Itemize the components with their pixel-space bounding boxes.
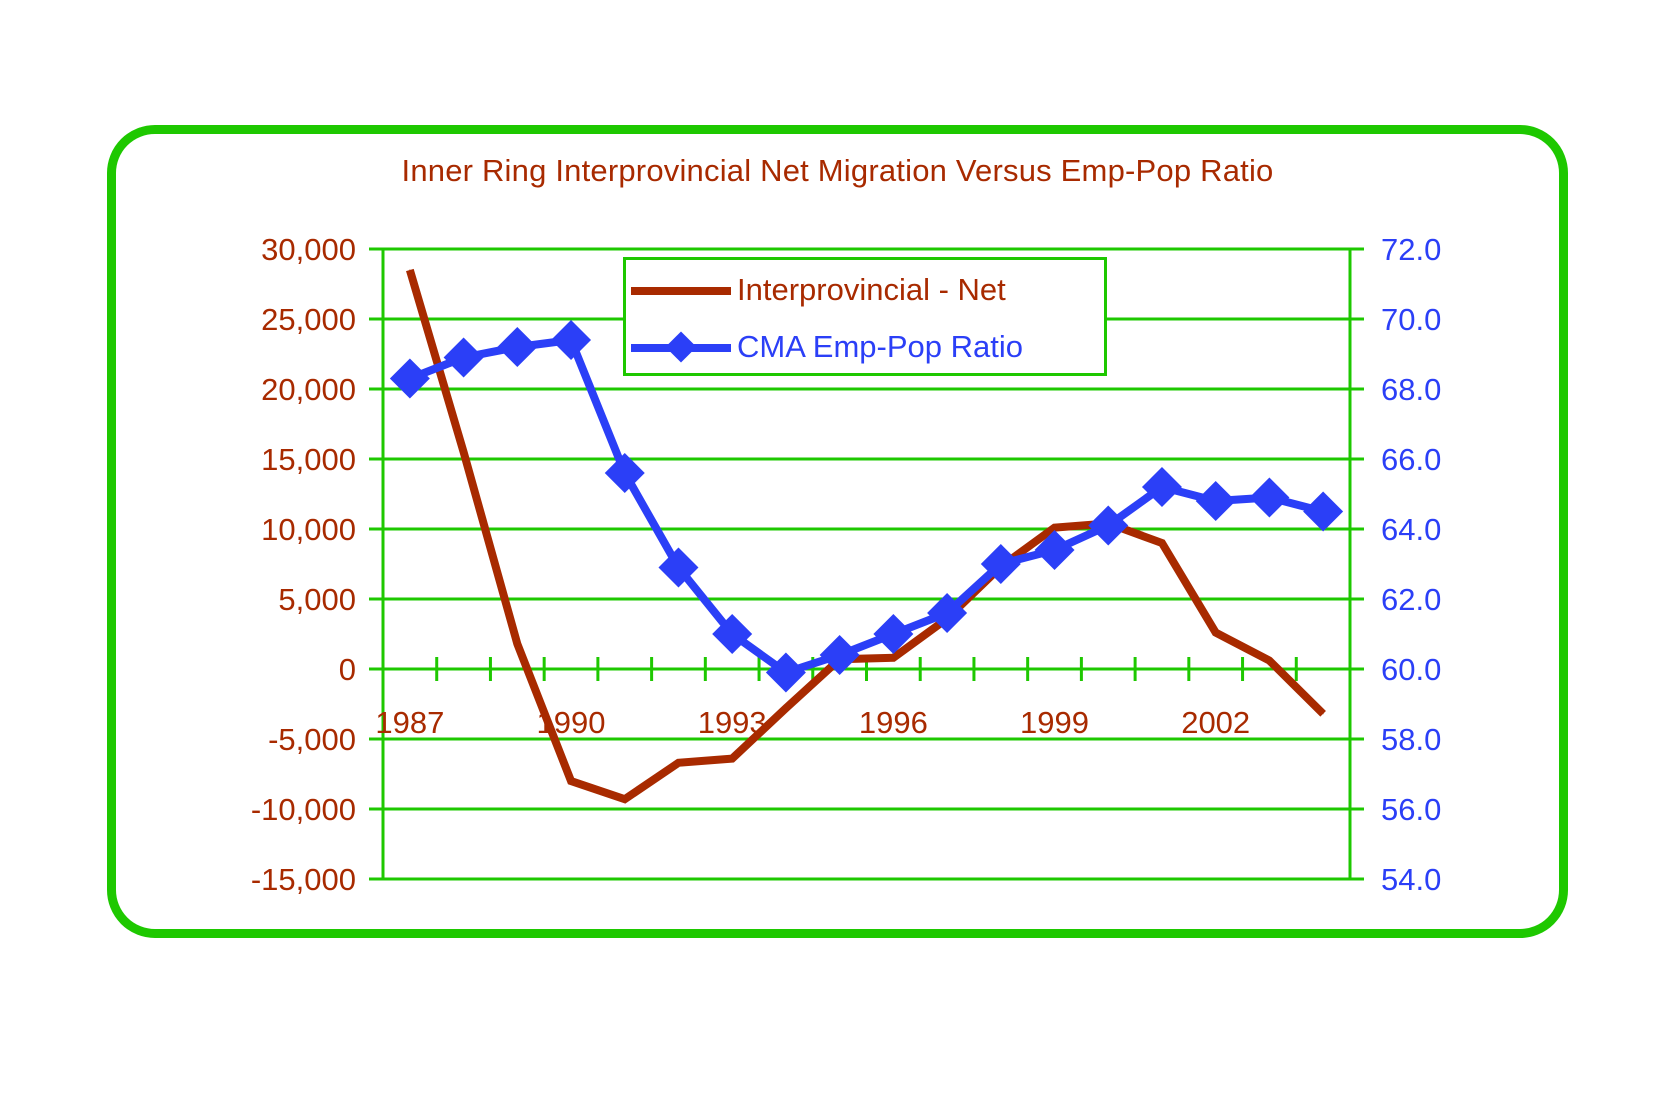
legend-label: Interprovincial - Net (737, 272, 1006, 307)
right-axis-tick-label: 62.0 (1381, 582, 1441, 617)
left-axis-tick-label: 0 (339, 652, 356, 687)
right-axis-tick-label: 66.0 (1381, 442, 1441, 477)
chart-frame (107, 125, 1568, 938)
data-point-interprovincial-net (1322, 713, 1324, 715)
data-point-diamond-marker (1034, 530, 1075, 570)
series-cma-emp-pop-ratio (389, 320, 1344, 693)
right-axis-tick-label: 54.0 (1381, 862, 1441, 897)
data-point-interprovincial-net (1215, 632, 1217, 634)
data-point-interprovincial-net (463, 451, 465, 453)
right-axis-tick-label: 56.0 (1381, 792, 1441, 827)
right-axis-labels: 72.0 70.0 68.0 66.0 64.0 62.0 60.0 58.0 56.0 54.0 (1381, 232, 1441, 897)
left-axis-tick-label: -5,000 (268, 722, 356, 757)
left-axis-tick-label: -15,000 (251, 862, 356, 897)
right-axis-tick-label: 58.0 (1381, 722, 1441, 757)
right-axis-tick-label: 60.0 (1381, 652, 1441, 687)
data-point-diamond-marker (980, 544, 1021, 584)
axes (381, 249, 1352, 879)
left-axis-tick-label: 10,000 (261, 512, 356, 547)
data-point-interprovincial-net (570, 780, 572, 782)
left-axis-tick-label: -10,000 (251, 792, 356, 827)
left-axis-tick-label: 15,000 (261, 442, 356, 477)
data-point-diamond-marker (819, 635, 860, 675)
data-point-diamond-marker (551, 320, 592, 360)
data-point-diamond-marker (927, 593, 968, 633)
x-axis-tick-label: 1987 (375, 705, 444, 740)
data-point-interprovincial-net (1161, 542, 1163, 544)
data-point-interprovincial-net (624, 798, 626, 800)
x-axis-tick-label: 1996 (859, 705, 928, 740)
right-axis-tick-label: 68.0 (1381, 372, 1441, 407)
left-axis-tick-label: 20,000 (261, 372, 356, 407)
data-point-diamond-marker (604, 453, 645, 493)
data-point-interprovincial-net (1054, 527, 1056, 529)
x-axis-tick-label: 1999 (1020, 705, 1089, 740)
data-point-interprovincial-net (409, 269, 411, 271)
data-point-diamond-marker (1141, 467, 1182, 507)
left-axis-tick-label: 30,000 (261, 232, 356, 267)
data-point-interprovincial-net (1268, 660, 1270, 662)
data-point-diamond-marker (658, 547, 699, 588)
data-point-interprovincial-net (731, 758, 733, 760)
legend-item-cma-emp-pop-ratio: CMA Emp-Pop Ratio (626, 322, 1023, 372)
data-point-interprovincial-net (516, 643, 518, 645)
data-point-diamond-marker (765, 652, 806, 693)
line-icon (631, 270, 731, 310)
chart-title: Inner Ring Interprovincial Net Migration… (401, 153, 1274, 188)
data-point-diamond-marker (873, 614, 914, 654)
data-point-diamond-marker (1249, 477, 1290, 518)
data-point-diamond-marker (443, 337, 484, 378)
data-point-diamond-marker (1195, 481, 1236, 521)
series-line-interprovincial-net (406, 268, 1326, 804)
data-point-interprovincial-net (677, 762, 679, 764)
data-point-interprovincial-net (892, 657, 894, 659)
data-point-diamond-marker (389, 358, 430, 399)
x-axis-tick-label: 2002 (1181, 705, 1250, 740)
line-diamond-icon (631, 327, 731, 367)
right-axis-tick-label: 72.0 (1381, 232, 1441, 267)
right-axis-tick-label: 64.0 (1381, 512, 1441, 547)
legend: Interprovincial - Net CMA Emp-Pop Ratio (623, 257, 1107, 376)
data-point-diamond-marker (1088, 505, 1129, 546)
data-point-diamond-marker (1303, 491, 1344, 532)
left-axis-labels: 30,000 25,000 20,000 15,000 10,000 5,000 0 -5,0… (251, 232, 356, 897)
data-point-diamond-marker (497, 327, 538, 367)
data-point-diamond-marker (712, 614, 753, 654)
right-axis-tick-label: 70.0 (1381, 302, 1441, 337)
x-axis-labels: 1987 1990 1993 1996 1999 2002 (375, 705, 1250, 740)
legend-item-interprovincial-net: Interprovincial - Net (626, 265, 1006, 315)
left-axis-tick-label: 5,000 (278, 582, 356, 617)
left-axis-tick-label: 25,000 (261, 302, 356, 337)
legend-label: CMA Emp-Pop Ratio (737, 329, 1023, 364)
data-point-interprovincial-net (785, 707, 787, 709)
